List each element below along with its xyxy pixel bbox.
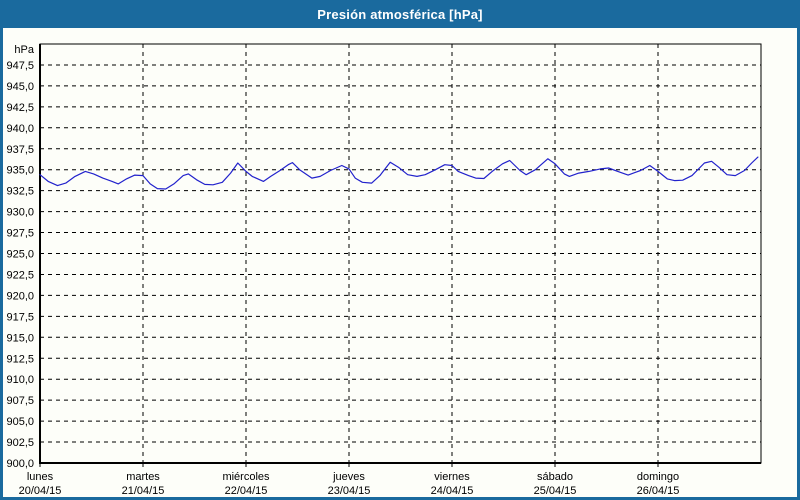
svg-text:900,0: 900,0 — [6, 458, 34, 470]
chart-area: 947,5 945,0 942,5 940,0 937,5 935,0 932,5 930,0… — [3, 28, 797, 497]
svg-text:hPa: hPa — [14, 44, 34, 56]
svg-text:932,5: 932,5 — [6, 186, 34, 198]
svg-text:viernes: viernes — [434, 471, 470, 483]
svg-text:20/04/15: 20/04/15 — [19, 485, 62, 497]
svg-text:902,5: 902,5 — [6, 437, 34, 449]
svg-text:21/04/15: 21/04/15 — [122, 485, 165, 497]
svg-text:25/04/15: 25/04/15 — [534, 485, 577, 497]
svg-text:935,0: 935,0 — [6, 165, 34, 177]
svg-text:martes: martes — [126, 471, 160, 483]
title-bar: Presión atmosférica [hPa] — [3, 3, 797, 28]
svg-text:912,5: 912,5 — [6, 353, 34, 365]
svg-text:lunes: lunes — [27, 471, 54, 483]
svg-text:jueves: jueves — [332, 471, 365, 483]
chart-title: Presión atmosférica [hPa] — [317, 6, 483, 22]
svg-text:927,5: 927,5 — [6, 228, 34, 240]
svg-text:domingo: domingo — [637, 471, 679, 483]
svg-text:945,0: 945,0 — [6, 81, 34, 93]
svg-text:910,0: 910,0 — [6, 374, 34, 386]
svg-text:925,0: 925,0 — [6, 249, 34, 261]
svg-text:905,0: 905,0 — [6, 416, 34, 428]
svg-text:917,5: 917,5 — [6, 311, 34, 323]
svg-text:915,0: 915,0 — [6, 332, 34, 344]
svg-text:937,5: 937,5 — [6, 144, 34, 156]
svg-text:947,5: 947,5 — [6, 60, 34, 72]
svg-text:sábado: sábado — [537, 471, 573, 483]
svg-text:miércoles: miércoles — [222, 471, 270, 483]
svg-text:930,0: 930,0 — [6, 207, 34, 219]
pressure-chart: 947,5 945,0 942,5 940,0 937,5 935,0 932,5 930,0… — [6, 43, 762, 497]
svg-text:23/04/15: 23/04/15 — [328, 485, 371, 497]
svg-text:942,5: 942,5 — [6, 102, 34, 114]
svg-text:922,5: 922,5 — [6, 269, 34, 281]
svg-text:920,0: 920,0 — [6, 290, 34, 302]
svg-text:26/04/15: 26/04/15 — [637, 485, 680, 497]
svg-text:24/04/15: 24/04/15 — [431, 485, 474, 497]
svg-text:940,0: 940,0 — [6, 123, 34, 135]
svg-text:907,5: 907,5 — [6, 395, 34, 407]
svg-text:22/04/15: 22/04/15 — [225, 485, 268, 497]
